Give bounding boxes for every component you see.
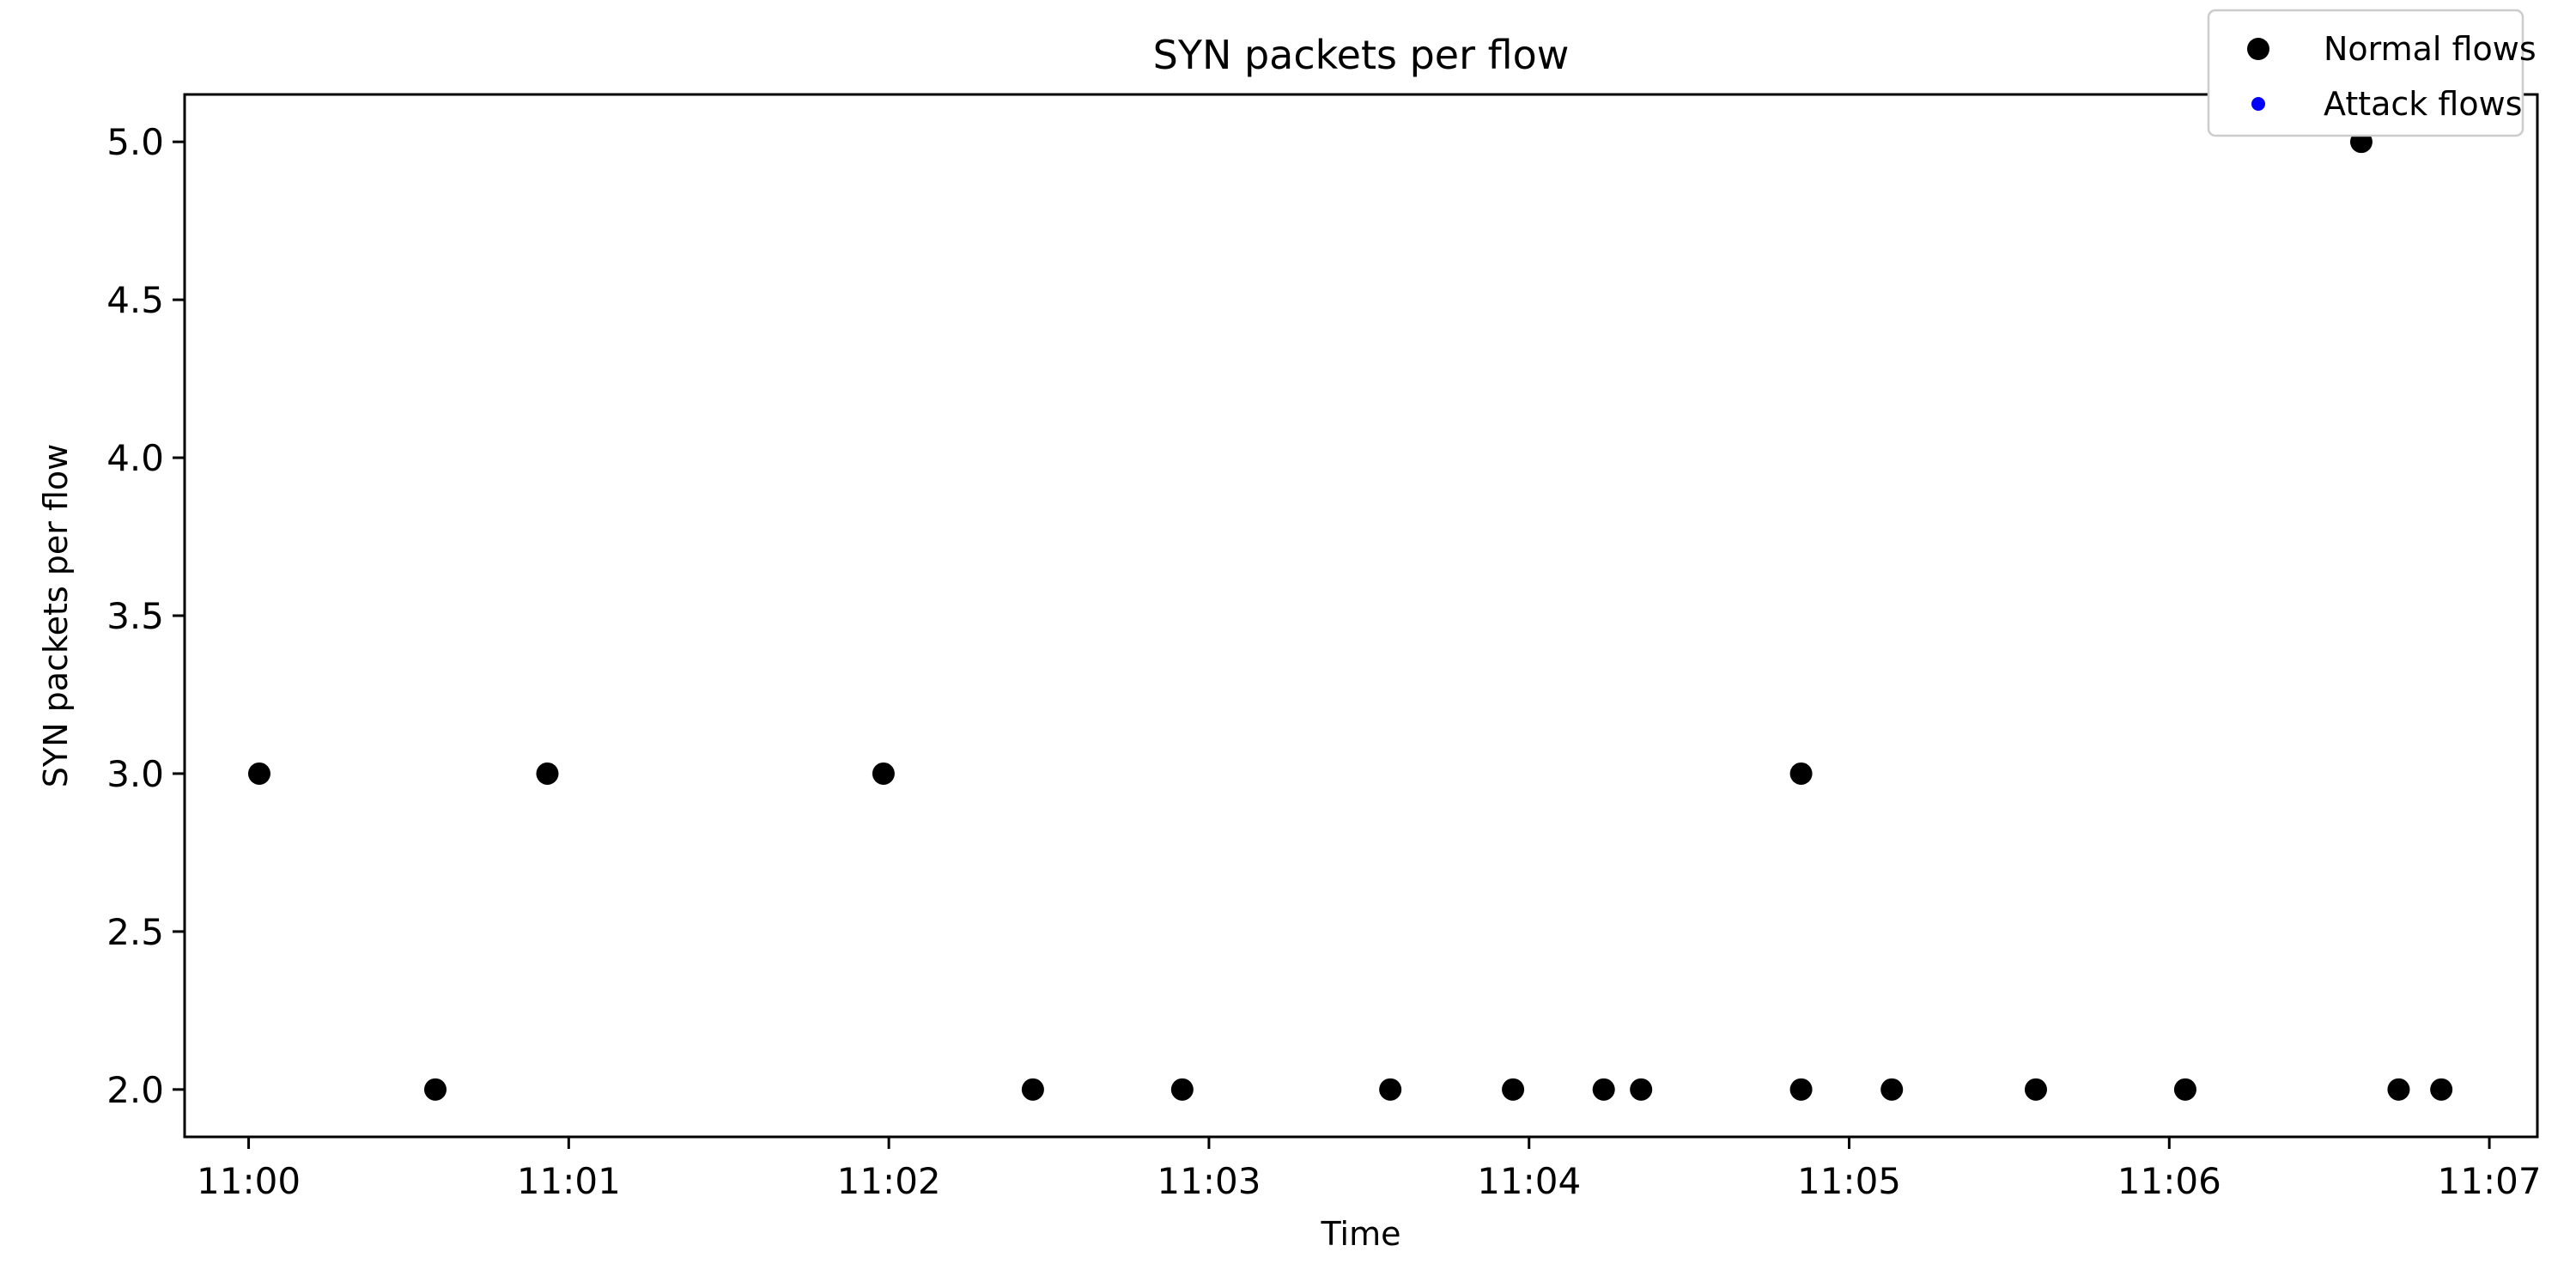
data-point	[2173, 1078, 2196, 1101]
legend-label-normal-flows: Normal flows	[2324, 30, 2537, 68]
y-tick-label: 3.5	[106, 595, 164, 637]
data-point	[872, 762, 895, 785]
data-points	[247, 131, 2453, 1101]
x-tick-label: 11:07	[2438, 1160, 2542, 1202]
data-point	[247, 762, 270, 785]
y-axis: 2.0 2.5 3.0 3.5 4.0 4.5 5.0	[106, 121, 185, 1111]
x-tick-label: 11:06	[2117, 1160, 2221, 1202]
x-axis-label: Time	[1321, 1215, 1401, 1253]
x-tick-label: 11:00	[197, 1160, 301, 1202]
data-point	[1379, 1078, 1402, 1101]
y-tick-label: 3.0	[106, 753, 164, 795]
x-tick-label: 11:01	[517, 1160, 621, 1202]
x-tick-label: 11:05	[1797, 1160, 1901, 1202]
y-tick-label: 2.5	[106, 911, 164, 953]
data-point	[1789, 762, 1813, 785]
legend-frame	[2207, 9, 2524, 137]
x-axis: 11:00 11:01 11:02 11:03 11:04 11:05 11:06 11:07	[197, 1137, 2542, 1202]
y-tick-label: 5.0	[106, 121, 164, 163]
data-point	[1021, 1078, 1044, 1101]
x-tick-label: 11:04	[1477, 1160, 1581, 1202]
data-point	[424, 1078, 447, 1101]
data-point	[1630, 1078, 1653, 1101]
chart-title: SYN packets per flow	[1153, 32, 1570, 78]
legend: Normal flows Attack flows	[2207, 9, 2537, 137]
data-point	[1592, 1078, 1615, 1101]
legend-marker-attack-flows	[2251, 97, 2265, 111]
y-axis-label: SYN packets per flow	[37, 444, 75, 787]
data-point	[2430, 1078, 2453, 1101]
data-point	[536, 762, 559, 785]
data-point	[2024, 1078, 2047, 1101]
data-point	[2387, 1078, 2410, 1101]
y-tick-label: 4.0	[106, 437, 164, 479]
data-point	[1502, 1078, 1525, 1101]
x-tick-label: 11:02	[837, 1160, 941, 1202]
y-tick-label: 4.5	[106, 279, 164, 321]
data-point	[1880, 1078, 1904, 1101]
y-tick-label: 2.0	[106, 1069, 164, 1111]
legend-label-attack-flows: Attack flows	[2324, 85, 2522, 123]
data-point	[1170, 1078, 1194, 1101]
x-tick-label: 11:03	[1157, 1160, 1261, 1202]
data-point	[1789, 1078, 1813, 1101]
legend-marker-normal-flows	[2247, 38, 2269, 60]
